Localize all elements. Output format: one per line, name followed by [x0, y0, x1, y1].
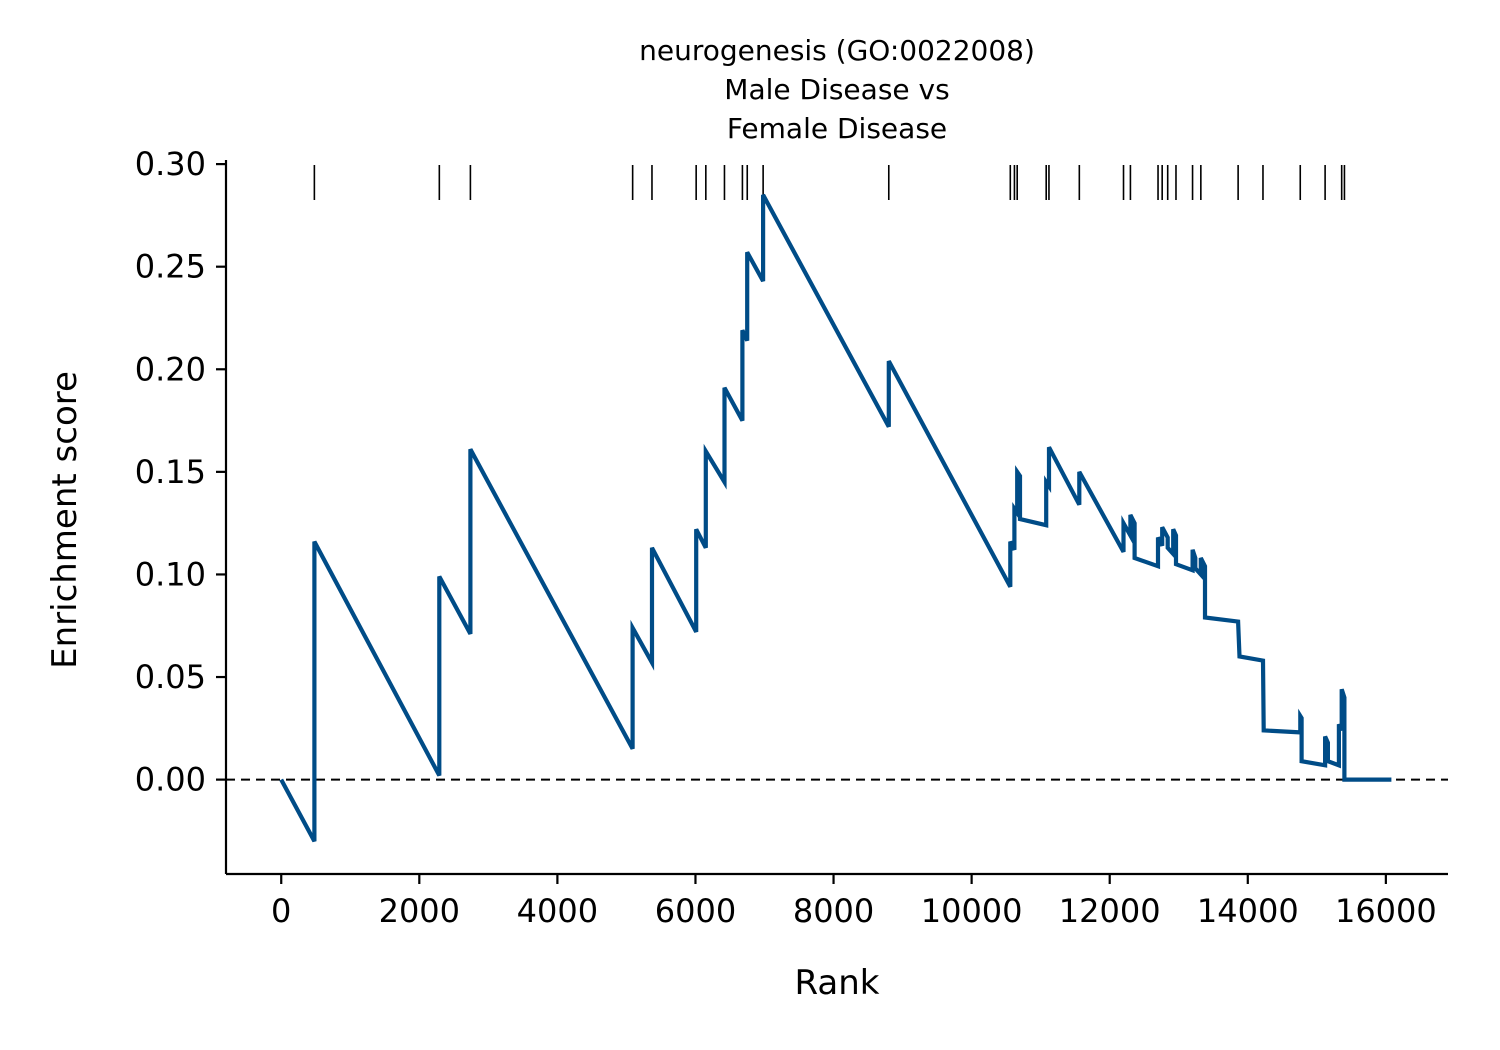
x-tick-label: 2000 [379, 892, 460, 930]
y-ticks: 0.00 0.05 0.10 0.15 0.20 0.25 0.30 [135, 145, 226, 799]
x-tick-label: 16000 [1335, 892, 1437, 930]
chart-title-line-1: neurogenesis (GO:0022008) [639, 34, 1035, 67]
x-tick-label: 10000 [921, 892, 1023, 930]
y-tick-label: 0.00 [135, 761, 206, 799]
x-tick-label: 12000 [1059, 892, 1161, 930]
y-tick-label: 0.10 [135, 555, 206, 593]
y-tick-label: 0.25 [135, 248, 206, 286]
chart-title-line-2: Male Disease vs [724, 73, 949, 106]
x-tick-label: 4000 [517, 892, 598, 930]
chart-title-line-3: Female Disease [727, 112, 947, 145]
y-tick-label: 0.30 [135, 145, 206, 183]
x-tick-label: 0 [271, 892, 291, 930]
x-tick-label: 8000 [793, 892, 874, 930]
gene-hit-marks [313, 165, 1346, 200]
x-tick-label: 6000 [655, 892, 736, 930]
x-tick-label: 14000 [1197, 892, 1299, 930]
y-tick-label: 0.20 [135, 350, 206, 388]
x-axis-label: Rank [795, 963, 880, 1003]
y-tick-label: 0.15 [135, 453, 206, 491]
y-axis-label: Enrichment score [45, 371, 85, 669]
y-tick-label: 0.05 [135, 658, 206, 696]
enrichment-score-line [279, 193, 1392, 843]
chart-title: neurogenesis (GO:0022008) Male Disease v… [639, 34, 1035, 145]
x-ticks: 0 2000 4000 6000 8000 10000 12000 14000 16000 [271, 874, 1437, 930]
